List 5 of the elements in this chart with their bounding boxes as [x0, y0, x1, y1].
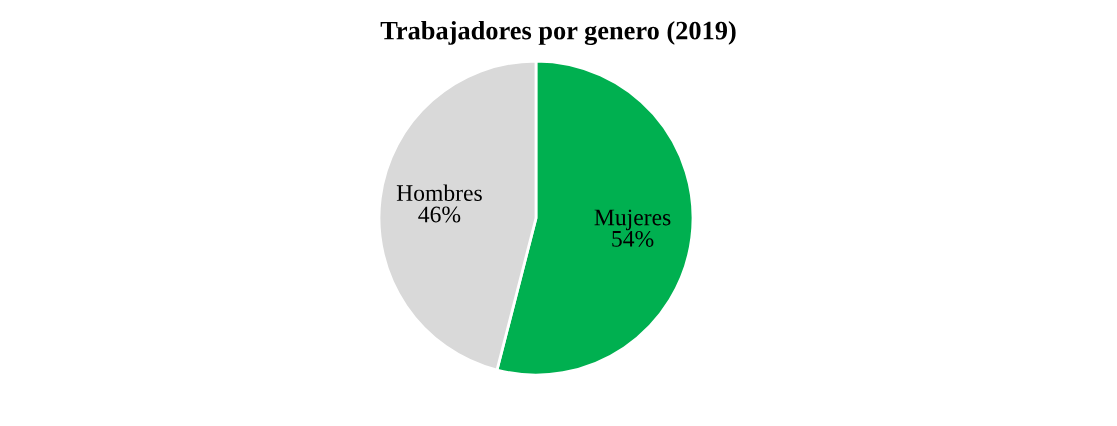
- data-label: 54%: [612, 230, 654, 247]
- slice-label: Mujeres: [594, 209, 671, 231]
- slice-label: Hombres: [396, 184, 482, 201]
- data-label: 46%: [418, 206, 461, 223]
- chart-title: Trabajadores por genero (2019): [380, 20, 736, 46]
